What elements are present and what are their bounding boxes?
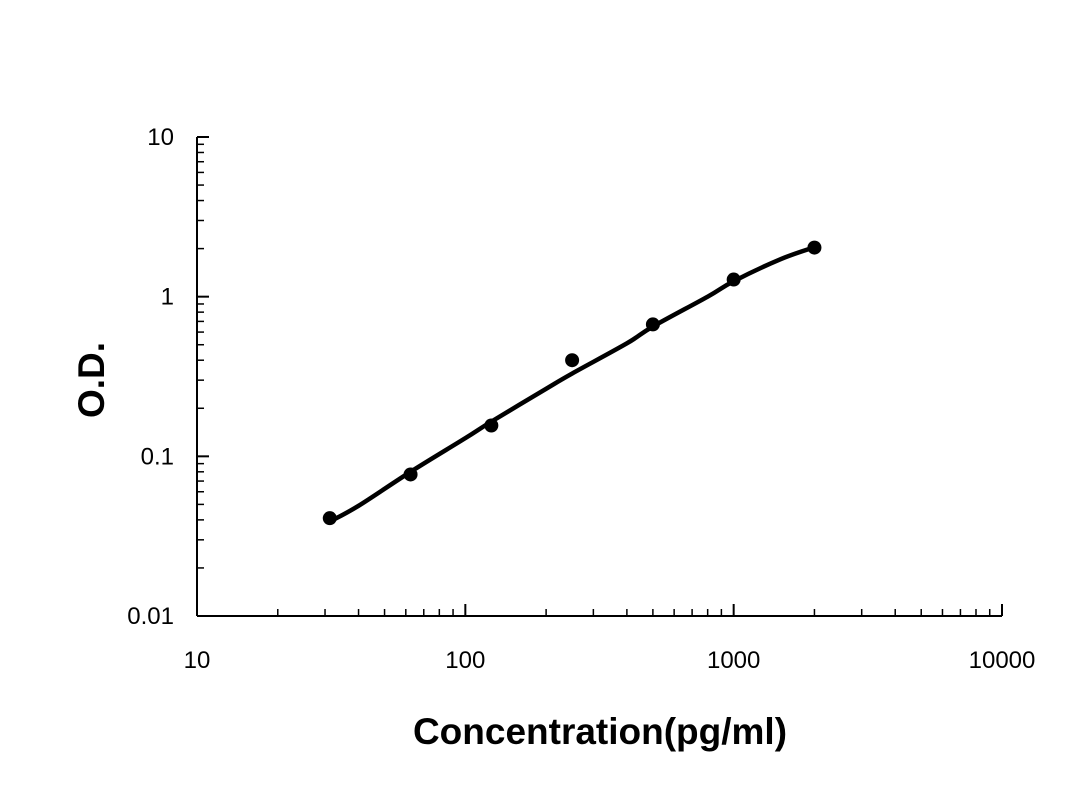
data-point xyxy=(726,272,741,287)
data-point xyxy=(565,353,580,368)
x-tick-label: 10 xyxy=(184,647,211,674)
axis-ticks xyxy=(196,136,1003,617)
x-axis-title: Concentration(pg/ml) xyxy=(413,711,787,752)
axis-tick-labels: 10 100 1000 10000 0.01 0.1 1 10 xyxy=(127,124,1035,674)
x-tick-label: 10000 xyxy=(969,647,1036,674)
data-point xyxy=(322,511,337,526)
data-point xyxy=(807,240,822,255)
data-point xyxy=(403,467,418,482)
y-tick-label: 0.1 xyxy=(141,443,174,470)
x-tick-label: 100 xyxy=(445,647,485,674)
y-tick-label: 0.01 xyxy=(127,603,174,630)
plot-series xyxy=(322,240,822,526)
data-point xyxy=(645,317,660,332)
y-tick-label: 1 xyxy=(161,284,174,311)
axes xyxy=(196,137,1002,617)
x-tick-label: 1000 xyxy=(707,647,760,674)
y-tick-label: 10 xyxy=(147,124,174,151)
data-point xyxy=(484,418,499,433)
y-axis-title: O.D. xyxy=(71,342,112,418)
fit-curve xyxy=(327,244,817,524)
